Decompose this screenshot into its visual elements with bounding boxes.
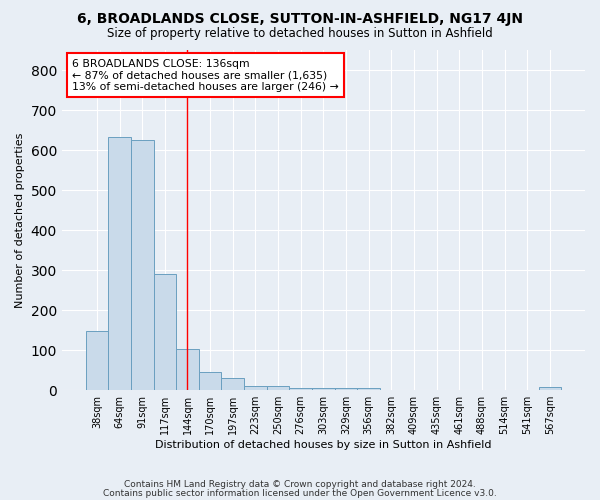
Bar [267,386,289,390]
Bar [176,350,199,390]
Bar [289,388,312,390]
Bar [539,387,561,390]
Text: Contains HM Land Registry data © Crown copyright and database right 2024.: Contains HM Land Registry data © Crown c… [124,480,476,489]
X-axis label: Distribution of detached houses by size in Sutton in Ashfield: Distribution of detached houses by size … [155,440,491,450]
Text: 6, BROADLANDS CLOSE, SUTTON-IN-ASHFIELD, NG17 4JN: 6, BROADLANDS CLOSE, SUTTON-IN-ASHFIELD,… [77,12,523,26]
Text: Contains public sector information licensed under the Open Government Licence v3: Contains public sector information licen… [103,488,497,498]
Bar [154,274,176,390]
Bar [335,388,358,390]
Bar [244,386,267,390]
Text: 6 BROADLANDS CLOSE: 136sqm
← 87% of detached houses are smaller (1,635)
13% of s: 6 BROADLANDS CLOSE: 136sqm ← 87% of deta… [72,58,339,92]
Bar [86,331,108,390]
Y-axis label: Number of detached properties: Number of detached properties [15,132,25,308]
Bar [221,378,244,390]
Bar [199,372,221,390]
Bar [312,388,335,390]
Text: Size of property relative to detached houses in Sutton in Ashfield: Size of property relative to detached ho… [107,28,493,40]
Bar [131,140,154,390]
Bar [358,388,380,390]
Bar [108,138,131,390]
